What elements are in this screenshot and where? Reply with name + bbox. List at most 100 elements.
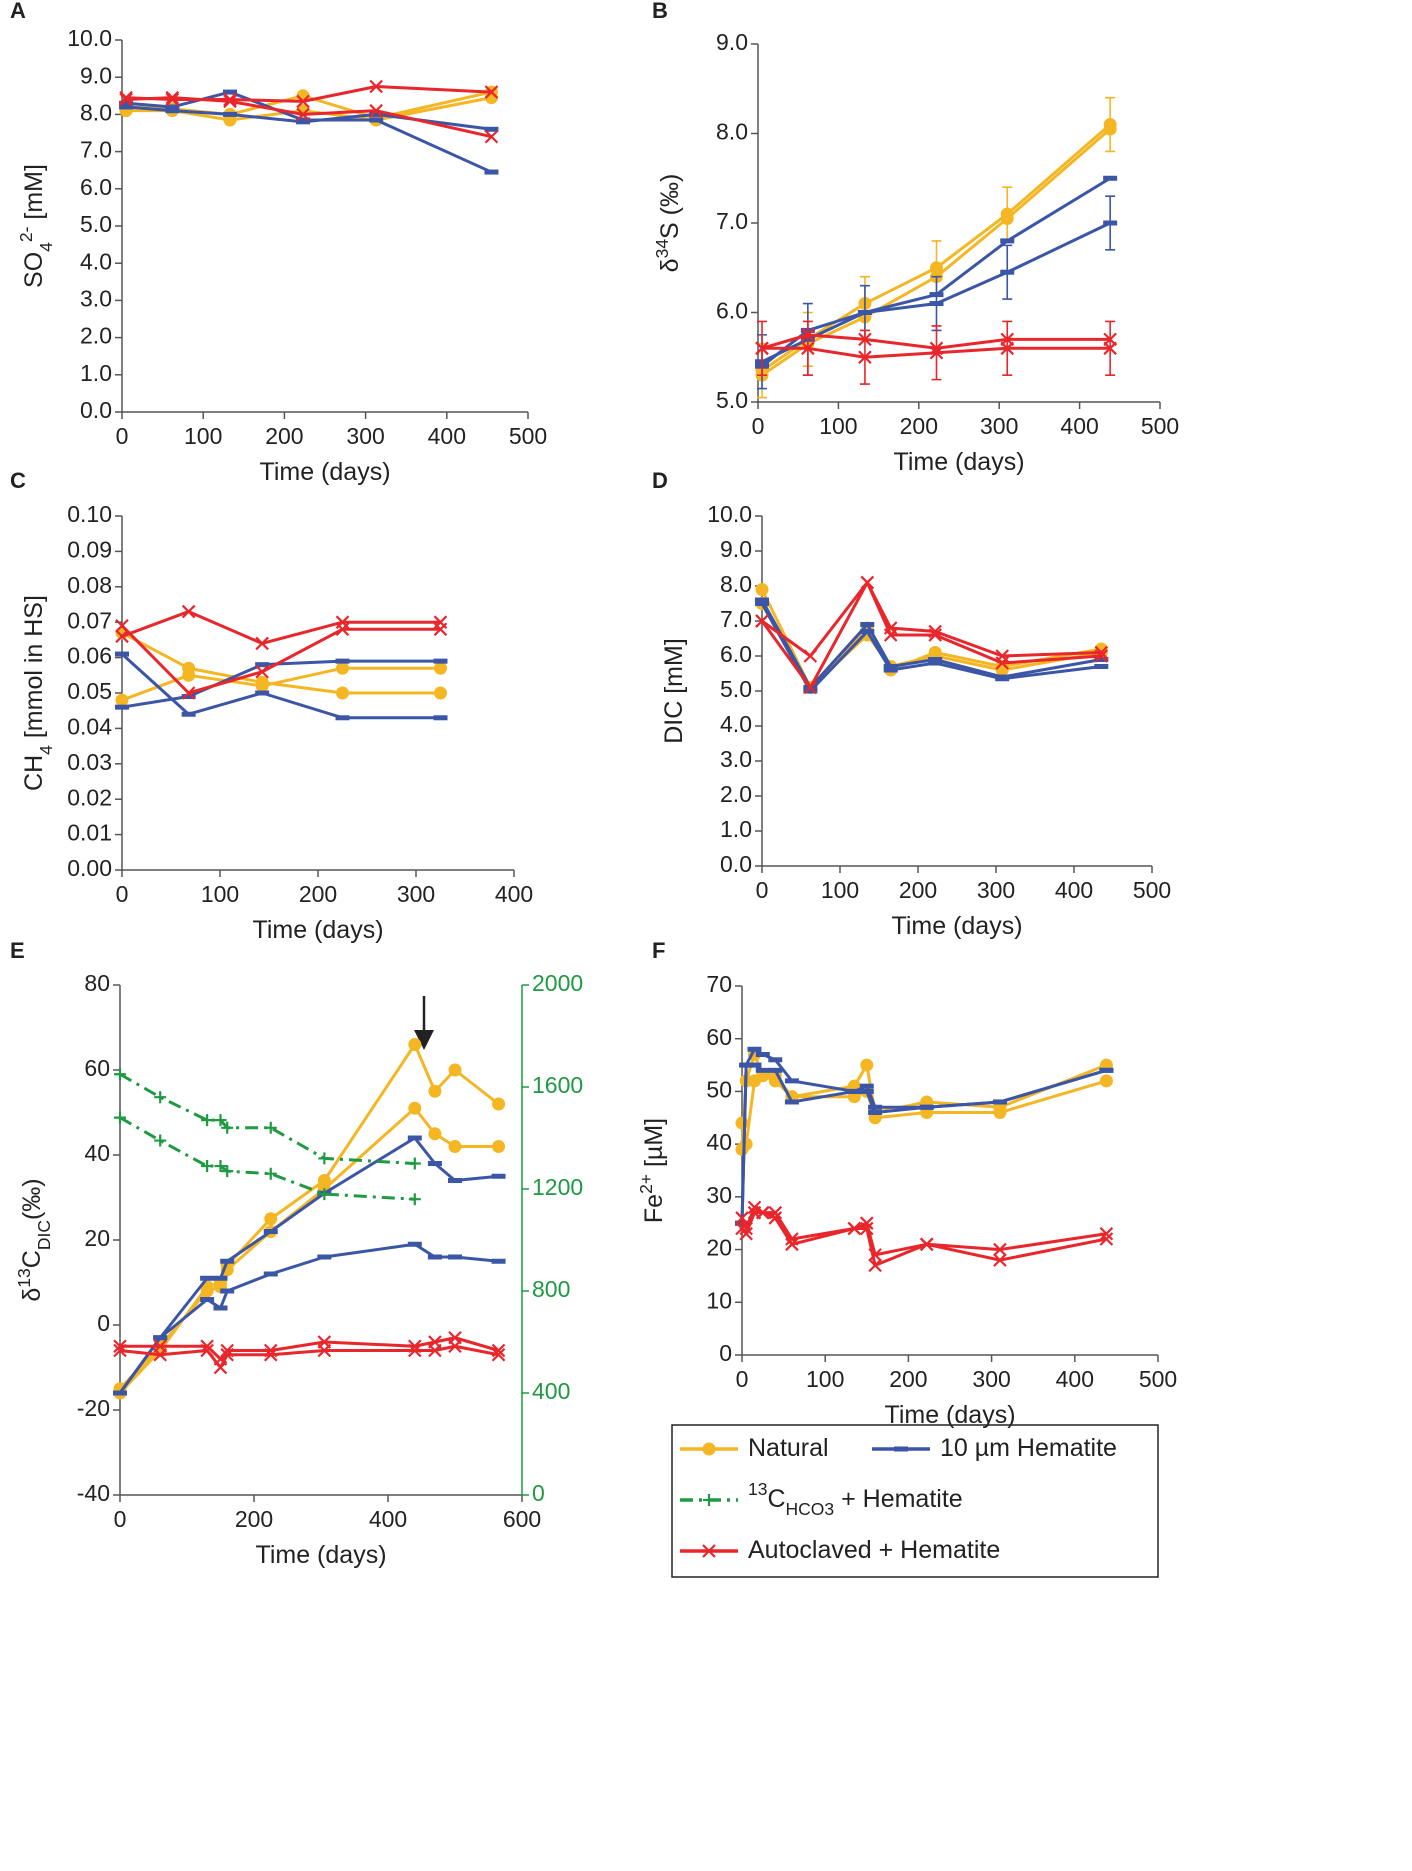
y-tick-label: 0.09 <box>67 536 112 562</box>
data-point <box>200 1284 214 1298</box>
series-line <box>760 599 1102 689</box>
x-axis-label: Time (days) <box>259 458 390 486</box>
data-point <box>1099 1232 1114 1246</box>
text-part: 2+ <box>636 1174 656 1194</box>
data-point <box>221 1121 234 1134</box>
text-part: DIC [mM] <box>660 638 688 744</box>
data-point <box>801 341 815 356</box>
data-point <box>336 686 349 700</box>
data-point <box>883 628 898 642</box>
text-part: 13 <box>748 1479 767 1499</box>
text-part: Fe <box>640 1194 668 1223</box>
data-point <box>181 686 196 700</box>
text-part: [mmol in HS] <box>20 595 48 745</box>
data-point <box>408 1193 421 1206</box>
data-point <box>995 656 1010 670</box>
data-point <box>993 1106 1007 1120</box>
data-point <box>408 1038 422 1051</box>
y-tick-label: 0 <box>719 1340 732 1366</box>
y-tick-label: 8.0 <box>716 119 748 145</box>
y-axis-label: DIC [mM] <box>660 638 688 744</box>
y-tick-label: 0.00 <box>67 855 112 881</box>
panel-letter: A <box>10 0 26 23</box>
x-tick-label: 100 <box>821 877 859 903</box>
legend-label: 10 µm Hematite <box>940 1434 1117 1462</box>
y-tick-label: 1.0 <box>720 816 752 842</box>
legend-label: Natural <box>748 1434 829 1462</box>
y-tick-label: 0.07 <box>67 607 112 633</box>
x-axis-label: Time (days) <box>891 912 1022 940</box>
data-point <box>408 1343 422 1358</box>
data-point <box>1099 1074 1113 1088</box>
data-point <box>335 622 350 637</box>
y2-tick-label: 400 <box>532 1378 570 1404</box>
x-tick-label: 400 <box>1056 1366 1094 1392</box>
x-axis-label: Time (days) <box>893 448 1024 476</box>
panel: B 5.0 6.0 7.0 8.0 9.0 0 100 200 300 400 500 Time (da… <box>652 0 1179 476</box>
text-part: [mM] <box>20 164 48 227</box>
x-tick-label: 600 <box>503 1506 541 1532</box>
x-tick-label: 500 <box>1139 1366 1177 1392</box>
y-tick-label: 3.0 <box>80 285 112 311</box>
x-tick-label: 100 <box>184 423 222 449</box>
y-tick-label: 0.01 <box>67 820 112 846</box>
data-point <box>428 1084 442 1098</box>
y-axis-label: δ13CDIC(‰) <box>14 1178 54 1301</box>
text-part: δ <box>18 1288 46 1302</box>
data-point <box>318 1152 331 1165</box>
x-axis-label: Time (days) <box>884 1401 1015 1429</box>
data-point <box>318 1188 331 1201</box>
series-line <box>119 1116 415 1201</box>
data-point <box>264 1212 278 1226</box>
x-tick-label: 400 <box>1060 413 1098 439</box>
data-point <box>1094 649 1109 663</box>
data-point <box>115 618 129 633</box>
data-point <box>434 686 447 700</box>
data-point <box>119 90 133 105</box>
x-tick-label: 400 <box>428 423 466 449</box>
data-point <box>785 1237 799 1252</box>
data-point <box>448 1339 462 1354</box>
x-axis-label: Time (days) <box>252 916 383 944</box>
data-point <box>768 1211 783 1225</box>
data-point <box>929 261 943 275</box>
data-point <box>153 1347 167 1362</box>
x-tick-label: 200 <box>235 1506 273 1532</box>
data-point <box>165 92 180 107</box>
data-point <box>408 1157 421 1170</box>
y-tick-label: 6.0 <box>720 641 752 667</box>
x-tick-label: 500 <box>1133 877 1171 903</box>
data-point <box>408 1101 422 1115</box>
text-part: DIC <box>34 1220 54 1250</box>
data-point <box>1000 341 1015 356</box>
data-point <box>255 679 269 693</box>
y-tick-label: 10 <box>706 1287 732 1313</box>
x-tick-label: 300 <box>346 423 384 449</box>
y-tick-label: 6.0 <box>80 174 112 200</box>
panel: A 0.0 1.0 2.0 3.0 4.0 5.0 6.0 7.0 8.0 9.0 10.0 0 100 2… <box>10 0 547 486</box>
y-tick-label: -40 <box>77 1480 110 1506</box>
text-part: CH <box>20 755 48 791</box>
y-tick-label: 2.0 <box>80 323 112 349</box>
x-tick-label: 100 <box>201 881 239 907</box>
data-point <box>868 1258 882 1273</box>
y-tick-label: 0.0 <box>80 397 112 423</box>
y-tick-label: 0.04 <box>67 713 112 739</box>
y-axis-label: δ34S (‰) <box>652 174 684 273</box>
panel: C 0.00 0.01 0.02 0.03 0.04 0.05 0.06 0.07 0.08 0.0… <box>10 468 533 944</box>
data-point <box>739 1137 753 1151</box>
y-tick-label: 0.0 <box>720 851 752 877</box>
legend-label: 13CHCO3 + Hematite <box>748 1479 963 1519</box>
x-tick-label: 100 <box>819 413 857 439</box>
data-point <box>484 85 499 99</box>
data-point <box>860 1221 874 1236</box>
x-tick-label: 300 <box>977 877 1015 903</box>
series-line <box>125 90 493 174</box>
y-tick-label: 1.0 <box>80 360 112 386</box>
y-tick-label: 7.0 <box>80 137 112 163</box>
y2-tick-label: 2000 <box>532 970 583 996</box>
data-point <box>119 92 133 107</box>
y-tick-label: 5.0 <box>716 387 748 413</box>
y-tick-label: 3.0 <box>720 746 752 772</box>
y-tick-label: 50 <box>706 1077 732 1103</box>
